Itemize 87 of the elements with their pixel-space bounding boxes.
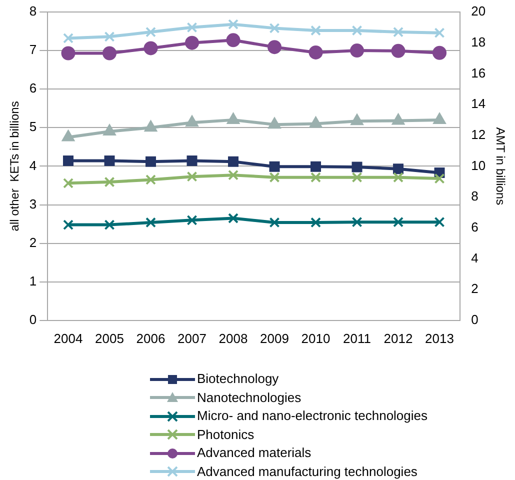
point: [186, 171, 198, 182]
y-axis-title: all other KETs in billions: [8, 101, 22, 232]
y2-axis-title: AMT in billions: [493, 127, 508, 206]
x-tick-label: 2009: [260, 330, 289, 346]
point: [352, 162, 362, 172]
point: [393, 172, 404, 183]
point: [62, 130, 74, 142]
point: [146, 217, 156, 228]
point: [268, 40, 282, 54]
y-tick-label: 5: [29, 119, 37, 134]
y2-tick-label: 6: [471, 219, 478, 234]
y-tick-label: 8: [29, 4, 37, 19]
point: [186, 156, 198, 166]
y-tick-label: 1: [29, 273, 37, 288]
legend-label: Nanotechnologies: [197, 388, 302, 407]
y2-tick-label: 10: [471, 158, 486, 173]
point: [434, 173, 445, 184]
point: [186, 214, 198, 226]
point: [310, 172, 322, 183]
x-tick-label: 2013: [425, 330, 454, 346]
y-tick-label: 3: [29, 196, 37, 212]
legend-label: Photonics: [197, 426, 254, 444]
point: [63, 178, 74, 188]
point: [226, 33, 240, 48]
x-tick-label: 2011: [343, 330, 371, 346]
y-tick-label: 7: [29, 42, 37, 58]
legend-label: Biotechnology: [197, 370, 279, 388]
point: [391, 44, 406, 58]
point: [104, 220, 115, 230]
point: [228, 213, 238, 224]
y2-tick-label: 2: [471, 281, 478, 296]
legend-label: Advanced manufacturing technologies: [197, 462, 418, 480]
point: [269, 217, 280, 228]
point: [61, 46, 76, 60]
point: [433, 112, 446, 124]
point: [310, 217, 322, 228]
point: [310, 161, 322, 172]
x-tick-label: 2012: [384, 330, 413, 346]
point: [103, 124, 116, 136]
y-tick-label: 2: [29, 234, 37, 250]
point: [352, 172, 362, 183]
point: [228, 156, 238, 167]
point: [392, 114, 404, 125]
point: [268, 118, 281, 129]
y2-tick-label: 12: [471, 126, 486, 142]
point: [104, 176, 115, 188]
point: [269, 161, 280, 172]
point: [104, 156, 115, 166]
point: [393, 216, 404, 228]
y2-tick-label: 16: [471, 65, 486, 80]
point: [310, 116, 322, 128]
point: [102, 46, 117, 60]
point: [146, 156, 156, 167]
legend-label: Micro- and nano-electronic technologies: [197, 407, 428, 425]
legend-label: Advanced materials: [197, 444, 312, 462]
y2-tick-label: 8: [471, 188, 478, 204]
y-tick-label: 4: [29, 158, 37, 173]
point: [432, 46, 447, 60]
point: [434, 216, 445, 228]
point: [350, 44, 364, 58]
x-tick-label: 2005: [95, 330, 124, 346]
point: [227, 112, 240, 124]
y2-tick-label: 0: [471, 312, 478, 327]
y2-tick-label: 14: [471, 96, 486, 112]
point: [350, 114, 364, 126]
y-tick-label: 0: [29, 312, 37, 327]
point: [228, 170, 238, 180]
point: [144, 41, 158, 56]
point: [144, 120, 157, 132]
y2-tick-label: 20: [471, 4, 486, 19]
y2-tick-label: 4: [471, 250, 478, 266]
x-tick-label: 2007: [178, 330, 206, 346]
x-tick-label: 2006: [136, 330, 166, 346]
point: [308, 45, 323, 60]
x-tick-label: 2008: [218, 330, 248, 346]
y-tick-label: 6: [29, 80, 37, 96]
point: [185, 36, 200, 50]
point: [146, 174, 156, 185]
point: [186, 116, 198, 127]
x-tick-label: 2004: [54, 330, 83, 346]
x-tick-label: 2010: [301, 330, 330, 346]
point: [269, 172, 280, 183]
point: [352, 216, 362, 228]
y2-tick-label: 18: [471, 34, 486, 50]
point: [393, 164, 404, 174]
point: [63, 220, 74, 230]
point: [63, 156, 74, 166]
